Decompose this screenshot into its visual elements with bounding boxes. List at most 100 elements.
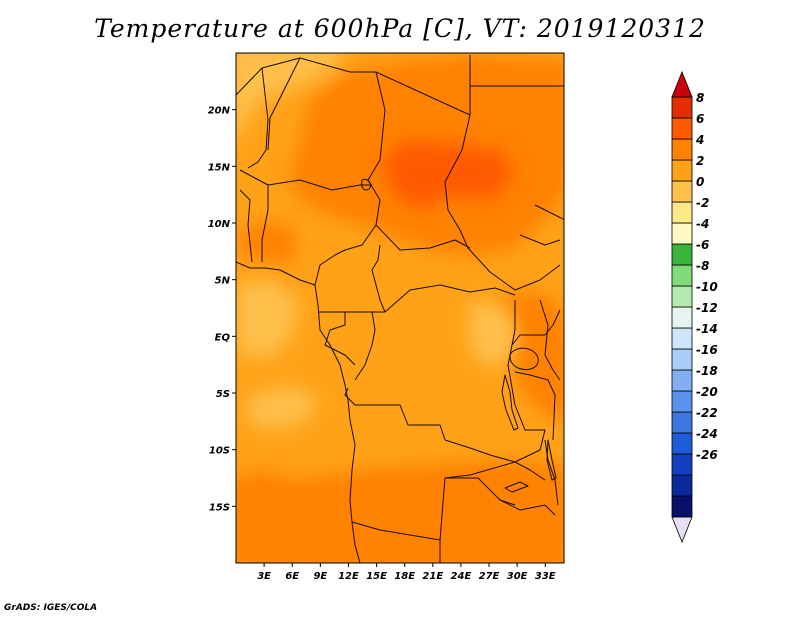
colorbar-segment [671, 180, 693, 203]
colorbar-segment [671, 159, 693, 182]
colorbar-level-label: 0 [696, 175, 704, 189]
colorbar-segment [671, 285, 693, 308]
colorbar-level-label: -8 [696, 259, 709, 273]
field-region-south-4to6 [236, 460, 564, 563]
colorbar-segment [671, 327, 693, 350]
border-kenya [539, 299, 561, 381]
border-angola-zambia [444, 439, 516, 463]
lat-tick-label: EQ [215, 332, 231, 343]
border-nigeria-cameroon [314, 224, 377, 286]
lake-malawi [546, 439, 557, 481]
border-south-sudan-east [534, 204, 564, 221]
lon-tick-label: 30E [507, 571, 528, 582]
border-car-north [375, 224, 471, 251]
lon-tick-label: 15E [366, 571, 387, 582]
lon-tick-label: 12E [338, 571, 359, 582]
lake-chad [361, 179, 371, 191]
colorbar-segment [671, 390, 693, 413]
field-region-atlantic-0to2 [245, 385, 320, 430]
colorbar-segment [671, 411, 693, 434]
colorbar-level-label: -14 [696, 322, 718, 336]
colorbar-level-label: -26 [696, 448, 718, 462]
colorbar-segment [671, 201, 693, 224]
border-gabon [324, 312, 356, 366]
colorbar-segment [671, 117, 693, 140]
border-namibia [439, 477, 516, 541]
border-niger-chad [367, 71, 386, 226]
lon-tick-label: 33E [535, 571, 556, 582]
colorbar-segment [671, 70, 693, 98]
border-burkina [239, 169, 269, 186]
lon-tick-label: 6E [285, 571, 299, 582]
border-niger-nigeria [267, 179, 372, 191]
lat-tick-label: 5N [215, 276, 231, 287]
colorbar-level-label: -10 [696, 280, 718, 294]
lon-tick-label: 18E [394, 571, 415, 582]
border-malawi [544, 439, 559, 506]
border-ghana [239, 189, 253, 263]
colorbar-level-label: 6 [696, 112, 704, 126]
border-congo [354, 311, 376, 381]
colorbar-segment [671, 138, 693, 161]
country-borders [236, 55, 564, 563]
lon-tick-label: 24E [451, 571, 472, 582]
field-region-west-coast-4to6 [240, 220, 300, 265]
border-drc-east [507, 300, 546, 463]
colorbar-level-label: -22 [696, 406, 718, 420]
colorbar-level-label: -20 [696, 385, 718, 399]
colorbar-segment [671, 369, 693, 392]
lat-tick-label: 15N [208, 162, 231, 173]
colorbar-level-label: -24 [696, 427, 718, 441]
lake-kariba [504, 481, 529, 493]
field-region-coast-0to2 [236, 280, 300, 360]
border-cameroon-car [371, 244, 386, 313]
border-tanzania [514, 371, 556, 441]
colorbar-level-label: -6 [696, 238, 709, 252]
border-algeria-south [247, 67, 269, 169]
lon-tick-label: 27E [479, 571, 500, 582]
colorbar-segment [671, 264, 693, 287]
lon-tick-label: 9E [313, 571, 327, 582]
grads-credit: GrADS: IGES/COLA [4, 603, 98, 613]
colorbar-level-label: 4 [695, 133, 704, 147]
colorbar-level-label: 8 [696, 91, 704, 105]
colorbar-level-label: -18 [696, 364, 718, 378]
latitude-ticks: 20N 15N 10N 5N EQ 5S 10S 15S [208, 106, 236, 513]
lon-tick-label: 3E [257, 571, 271, 582]
border-zambia-zim [444, 461, 546, 481]
colorbar-level-label: -4 [696, 217, 709, 231]
lat-tick-label: 5S [216, 389, 230, 400]
lat-tick-label: 10N [208, 219, 231, 230]
colorbar-segment [671, 222, 693, 245]
border-car-south [384, 284, 516, 313]
colorbar-segment [671, 432, 693, 455]
field-region-chad-6to8 [380, 140, 515, 210]
colorbar-segment [671, 306, 693, 329]
colorbar-segment [671, 348, 693, 371]
map-frame: 20N 15N 10N 5N EQ 5S 10S 15S 3E 6E 9E 12E 15E 18E 21E… [208, 52, 565, 582]
colorbar-segment [671, 474, 693, 497]
lat-tick-label: 10S [209, 446, 230, 457]
colorbar-level-label: -12 [696, 301, 718, 315]
colorbar-segment [671, 495, 693, 518]
border-mali-niger [267, 57, 301, 151]
border-uganda [511, 309, 561, 346]
border-angola-south [351, 521, 441, 541]
field-region-congo-0to2 [470, 300, 520, 370]
border-chad-sudan [444, 114, 471, 249]
lake-tanganyika [501, 374, 519, 431]
border-ethiopia [519, 234, 561, 246]
lat-tick-label: 20N [208, 106, 231, 117]
temperature-field [236, 53, 564, 563]
chart-title: Temperature at 600hPa [C], VT: 201912031… [94, 14, 706, 43]
colorbar-level-label: -16 [696, 343, 718, 357]
coastline-west-africa [236, 261, 361, 563]
border-zim-moz [499, 499, 556, 516]
colorbar: 8 6 4 2 0 -2 -4 -6 -8 -10 -12 -14 -16 -18 -20 -22 -24 -26 [671, 70, 718, 544]
lat-tick-label: 15S [209, 502, 230, 513]
field-region-southeast-4to6 [500, 290, 564, 419]
colorbar-level-label: -2 [696, 196, 709, 210]
colorbar-level-label: 2 [696, 154, 704, 168]
colorbar-segment [671, 243, 693, 266]
